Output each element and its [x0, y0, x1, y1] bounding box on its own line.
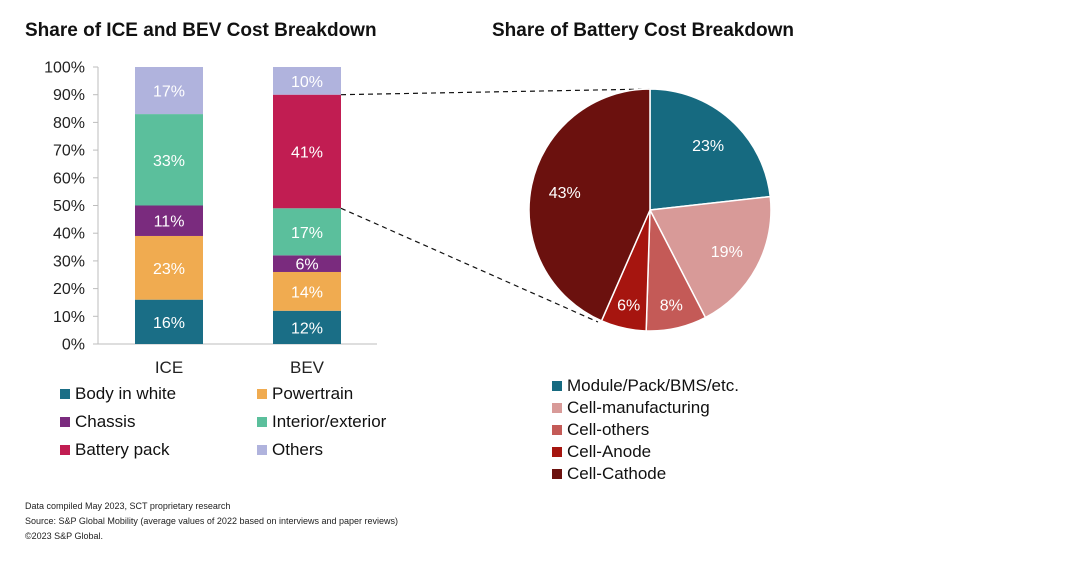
- legend-label: Powertrain: [272, 384, 353, 403]
- bar-data-label: 33%: [153, 153, 185, 170]
- legend-swatch: [552, 425, 562, 435]
- legend-swatch: [60, 417, 70, 427]
- bar-segment: [135, 67, 203, 115]
- legend-swatch: [552, 403, 562, 413]
- y-tick-label: 10%: [53, 309, 85, 326]
- pie-chart-legend: Module/Pack/BMS/etc. Cell-manufacturing Ce…: [552, 376, 739, 483]
- legend-swatch: [257, 417, 267, 427]
- y-tick-label: 70%: [53, 143, 85, 160]
- bar-segment: [273, 94, 341, 209]
- pie-data-label: 23%: [692, 138, 724, 155]
- legend-swatch: [552, 447, 562, 457]
- bar-data-label: 17%: [291, 225, 323, 242]
- y-tick-label: 40%: [53, 226, 85, 243]
- bar-segment: [135, 205, 203, 236]
- bar-segment: [273, 310, 341, 344]
- pie-chart-title: Share of Battery Cost Breakdown: [492, 20, 794, 41]
- legend-label: Battery pack: [75, 440, 170, 459]
- legend-swatch: [552, 381, 562, 391]
- x-category-label: ICE: [155, 358, 183, 377]
- connector-line-bottom: [340, 207, 599, 323]
- footnote-source: Source: S&P Global Mobility (average val…: [25, 516, 398, 526]
- bar-segment: [135, 299, 203, 344]
- bar-data-label: 12%: [291, 320, 323, 337]
- y-tick-label: 60%: [53, 170, 85, 187]
- pie-data-label: 6%: [617, 297, 640, 314]
- footnote-data-compiled: Data compiled May 2023, SCT proprietary …: [25, 501, 230, 511]
- bar-segment: [273, 208, 341, 256]
- legend-label: Cell-Cathode: [567, 464, 666, 483]
- legend-label: Body in white: [75, 384, 176, 403]
- y-tick-label: 0%: [62, 337, 85, 354]
- bar-segment: [273, 67, 341, 95]
- y-tick-label: 30%: [53, 253, 85, 270]
- bar-data-label: 10%: [291, 74, 323, 91]
- legend-swatch: [60, 445, 70, 455]
- y-tick-label: 90%: [53, 87, 85, 104]
- bar-data-label: 23%: [153, 261, 185, 278]
- bar-data-label: 6%: [295, 257, 318, 274]
- legend-label: Cell-manufacturing: [567, 398, 710, 417]
- pie-data-label: 43%: [549, 185, 581, 202]
- legend-label: Cell-others: [567, 420, 649, 439]
- legend-label: Chassis: [75, 412, 135, 431]
- bar-data-label: 41%: [291, 144, 323, 161]
- bar-data-label: 14%: [291, 284, 323, 301]
- bar-segment: [135, 235, 203, 300]
- pie-slice: [649, 88, 772, 211]
- y-tick-label: 20%: [53, 281, 85, 298]
- legend-swatch: [257, 445, 267, 455]
- legend-label: Others: [272, 440, 323, 459]
- connector-line-top: [340, 88, 651, 96]
- pie-slice: [528, 88, 651, 322]
- legend-swatch: [60, 389, 70, 399]
- pie-data-label: 19%: [711, 244, 743, 261]
- legend-swatch: [257, 389, 267, 399]
- bar-data-label: 11%: [154, 214, 185, 231]
- bar-segment: [273, 255, 341, 272]
- pie-slice: [648, 195, 772, 319]
- legend-label: Cell-Anode: [567, 442, 651, 461]
- legend-label: Interior/exterior: [272, 412, 387, 431]
- legend-label: Module/Pack/BMS/etc.: [567, 376, 739, 395]
- bar-segment: [273, 271, 341, 311]
- bar-segment: [135, 114, 203, 206]
- y-tick-label: 100%: [44, 60, 85, 77]
- bar-chart-legend: Body in white Powertrain Chassis Interior/e…: [60, 384, 387, 459]
- bar-data-label: 16%: [153, 315, 185, 332]
- x-category-label: BEV: [290, 358, 325, 377]
- y-tick-label: 50%: [53, 198, 85, 215]
- bar-data-label: 17%: [153, 84, 185, 101]
- connector-lines: [340, 88, 651, 323]
- footnote-copyright: ©2023 S&P Global.: [25, 531, 103, 541]
- legend-swatch: [552, 469, 562, 479]
- stacked-bar-chart: 0% 10% 20% 30% 40% 50% 60% 70% 80% 90% 100% 16% 23% 1…: [44, 60, 377, 377]
- pie-data-label: 8%: [660, 297, 683, 314]
- pie-chart: 23% 19% 8% 6% 43%: [528, 88, 772, 332]
- y-tick-label: 80%: [53, 115, 85, 132]
- bar-chart-title: Share of ICE and BEV Cost Breakdown: [25, 20, 377, 41]
